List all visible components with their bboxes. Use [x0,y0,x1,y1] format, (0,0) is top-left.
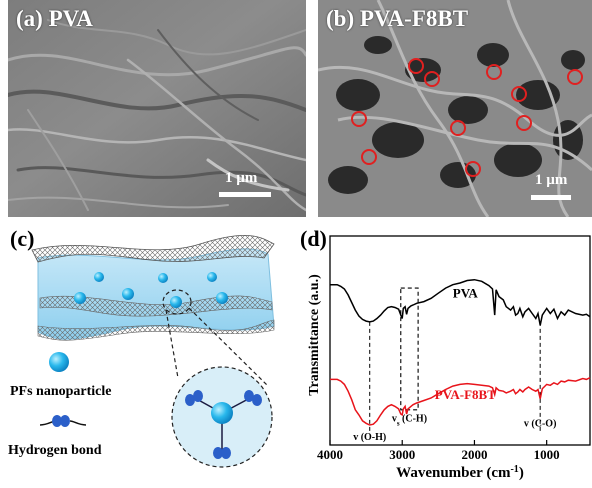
panel-d-label: (d) [300,226,327,251]
nanoparticle-dot [122,288,134,300]
x-tick-label: 4000 [317,447,343,462]
panel-b-sem-image: (b) PVA-F8BT 1 µm [318,0,592,217]
legend-hydrogen-bond-icon [39,415,87,427]
hbond-symbol [185,390,262,459]
annotation-ch: vs (C-H) [392,414,427,428]
legend-nanoparticle-icon [49,352,69,372]
ch-region-box [400,287,419,411]
panel-a-scale-bar [219,192,271,197]
panel-c-label: (c) [10,226,35,251]
x-tick-label: 1000 [534,447,560,462]
panel-b-scale-bar [531,195,571,200]
plot-frame [329,235,591,446]
y-axis-label: Transmittance (a.u.) [307,274,322,396]
panel-b-label: (b) PVA-F8BT [326,6,469,31]
annotation-oh: v (O-H) [353,432,386,443]
series-line [330,278,591,326]
series-label-pva: PVA [453,285,479,300]
ftir-chart: Transmittance (a.u.) Wavenumber (cm-1) 4… [307,235,591,482]
nanoparticle-dot [94,272,104,282]
top-mesh-sheet [31,234,275,263]
panel-a-label: (a) PVA [16,6,93,31]
middle-mesh-sheet [39,295,273,317]
series-line [330,377,591,426]
x-tick-label: 3000 [389,447,415,462]
nanoparticle-dot [170,296,182,308]
zoom-source-circle [162,289,192,315]
nanoparticle-dot [216,292,228,304]
nanoparticle-dot [207,272,217,282]
zoom-nanoparticle [211,402,233,424]
panel-a-scale-text: 1 µm [225,170,258,186]
legend-nanoparticle-label: PFs nanoparticle [10,384,112,399]
series-label-pva-f8bt: PVA-F8BT [435,387,496,402]
x-tick-label: 2000 [461,447,487,462]
x-axis-label: Wavenumber (cm-1) [396,464,524,482]
panel-c-schematic [31,234,275,468]
nanoparticle-dot [158,273,168,283]
panel-a-sem-image: (a) PVA 1 µm [8,0,306,217]
bottom-mesh-sheet [37,319,275,341]
nanoparticle-dot [74,292,86,304]
panel-b-scale-text: 1 µm [535,172,568,188]
annotation-co: v (C-O) [524,419,557,430]
legend-hbond-label: Hydrogen bond [8,443,102,458]
